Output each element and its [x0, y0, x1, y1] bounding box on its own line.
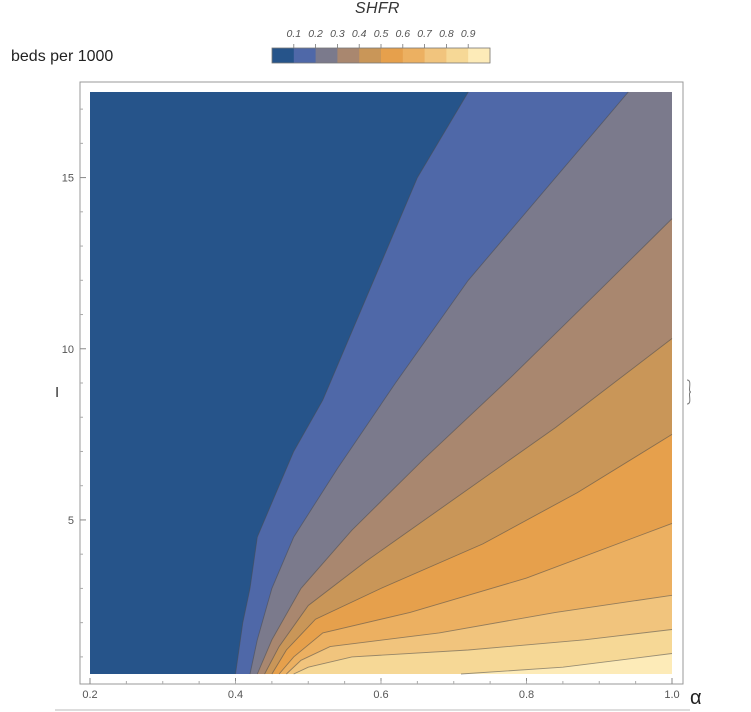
legend-swatch: [337, 48, 360, 63]
contour-line-0.8: [293, 629, 673, 675]
bracket-mark: [686, 379, 692, 405]
x-tick-label: 0.8: [519, 689, 534, 701]
legend-swatch: [359, 48, 382, 63]
y-axis-label: I: [55, 384, 60, 401]
legend-swatch: [315, 48, 338, 63]
contour-line-0.7: [286, 594, 673, 675]
legend-label: 0.1: [286, 28, 301, 40]
contour-line-0.3: [256, 218, 673, 675]
contour-line-0.6: [278, 522, 673, 675]
legend-label: 0.7: [417, 28, 433, 40]
x-tick-label: 1.0: [664, 689, 679, 701]
legend: 0.1 0.2 0.3 0.4 0.5 0.6 0.7 0.8 0.9: [271, 28, 491, 64]
contour-line-0.5: [271, 434, 673, 675]
legend-swatch: [468, 48, 491, 63]
legend-swatch: [446, 48, 469, 63]
contour-line-0.1: [235, 91, 469, 675]
legend-swatch: [424, 48, 447, 63]
legend-swatch: [402, 48, 426, 63]
legend-title: SHFR: [355, 0, 400, 17]
legend-label: 0.9: [461, 28, 476, 40]
y-tick-label: 5: [68, 515, 74, 527]
legend-label: 0.8: [439, 28, 454, 40]
plot-area: [90, 91, 673, 675]
x-axis-label: α: [690, 687, 702, 709]
legend-label: 0.6: [395, 28, 410, 40]
legend-label: 0.3: [330, 28, 345, 40]
axes: 0.2 0.4 0.6 0.8 1.0 5 10 15: [62, 81, 684, 701]
y-tick-label: 15: [62, 173, 74, 185]
legend-swatch: [293, 48, 317, 63]
y-tick-label: 10: [62, 344, 74, 356]
band-9: [461, 653, 672, 674]
contour-line-0.4: [264, 338, 673, 675]
contour-line-0.9: [460, 653, 673, 675]
legend-label: 0.5: [374, 28, 389, 40]
y-unit-label: beds per 1000: [11, 48, 114, 65]
legend-swatch: [272, 48, 295, 63]
x-tick-label: 0.4: [228, 689, 243, 701]
legend-swatch: [381, 48, 404, 63]
legend-label: 0.2: [308, 28, 323, 40]
x-tick-label: 0.2: [82, 689, 97, 701]
legend-label: 0.4: [352, 28, 367, 40]
x-tick-label: 0.6: [373, 689, 388, 701]
contour-line-0.2: [249, 91, 629, 675]
